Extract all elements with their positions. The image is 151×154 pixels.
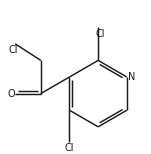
Text: Cl: Cl <box>9 45 18 55</box>
Text: N: N <box>128 72 136 82</box>
Text: Cl: Cl <box>65 143 74 153</box>
Text: O: O <box>8 89 15 99</box>
Text: Cl: Cl <box>95 29 105 39</box>
